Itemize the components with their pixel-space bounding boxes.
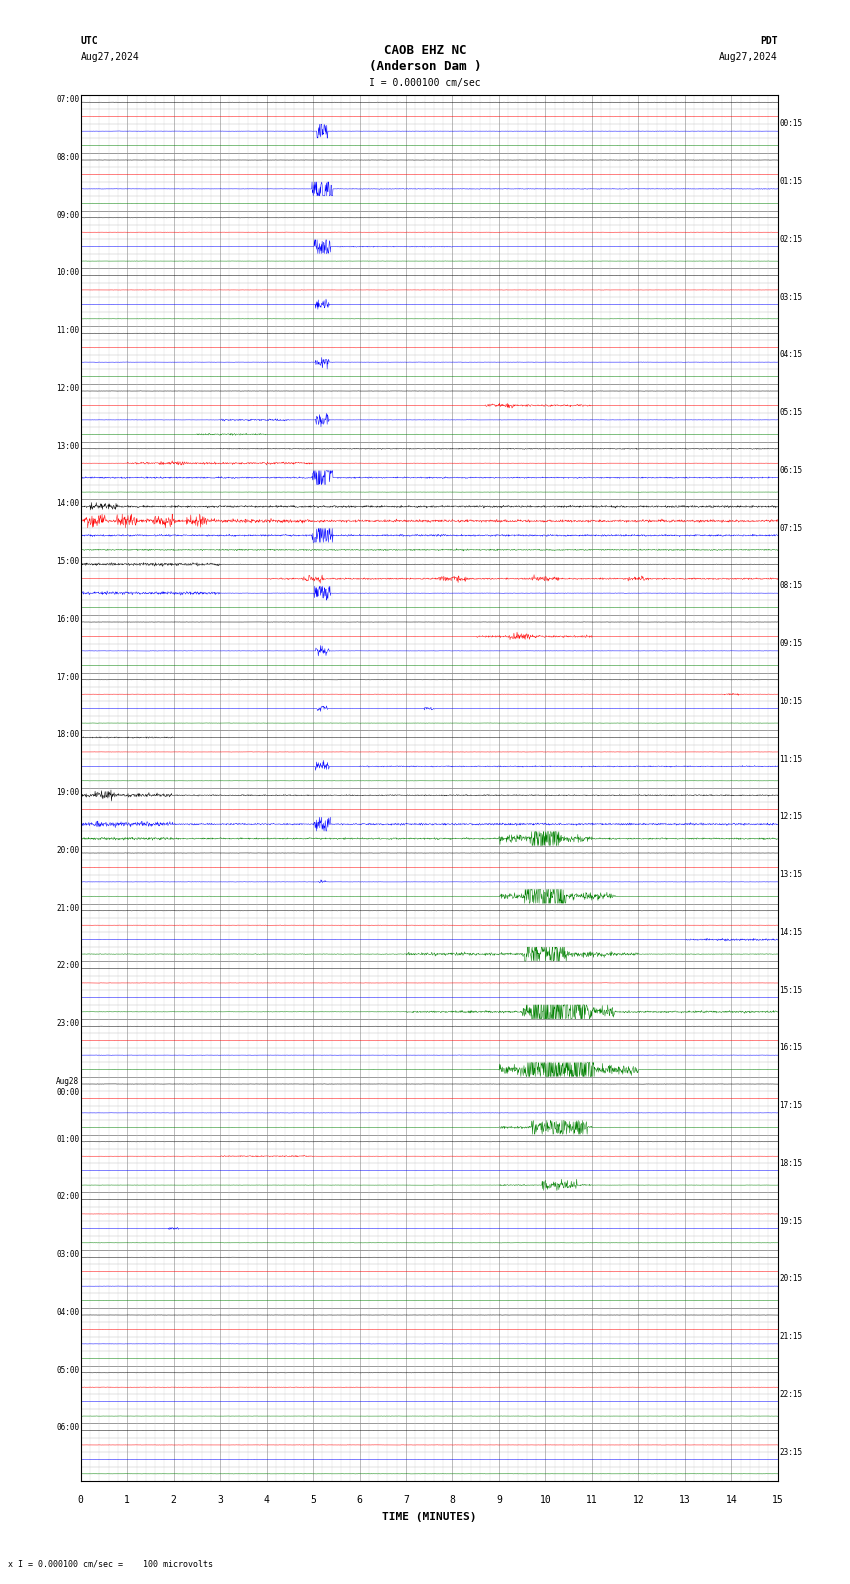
Text: 23:15: 23:15 (779, 1448, 802, 1457)
Text: 20:15: 20:15 (779, 1275, 802, 1283)
Text: 9: 9 (496, 1495, 502, 1505)
Text: PDT: PDT (760, 36, 778, 46)
Text: 4: 4 (264, 1495, 269, 1505)
Text: 01:15: 01:15 (779, 177, 802, 187)
Text: 05:00: 05:00 (56, 1365, 79, 1375)
Text: 08:15: 08:15 (779, 581, 802, 591)
Text: 22:15: 22:15 (779, 1389, 802, 1399)
Text: 17:00: 17:00 (56, 673, 79, 681)
Text: 03:15: 03:15 (779, 293, 802, 301)
Text: 04:00: 04:00 (56, 1308, 79, 1316)
Text: 07:15: 07:15 (779, 524, 802, 532)
Text: 14:00: 14:00 (56, 499, 79, 508)
Text: 07:00: 07:00 (56, 95, 79, 105)
Text: 14:15: 14:15 (779, 928, 802, 936)
Text: 09:00: 09:00 (56, 211, 79, 220)
Text: 02:15: 02:15 (779, 234, 802, 244)
Text: 08:00: 08:00 (56, 152, 79, 162)
Text: 00:15: 00:15 (779, 119, 802, 128)
Text: (Anderson Dam ): (Anderson Dam ) (369, 60, 481, 73)
Text: 12:00: 12:00 (56, 383, 79, 393)
Text: 23:00: 23:00 (56, 1019, 79, 1028)
Text: 16:00: 16:00 (56, 615, 79, 624)
Text: 15:15: 15:15 (779, 985, 802, 995)
Text: 06:15: 06:15 (779, 466, 802, 475)
Text: CAOB EHZ NC: CAOB EHZ NC (383, 44, 467, 57)
Text: 6: 6 (357, 1495, 362, 1505)
Text: Aug28: Aug28 (56, 1077, 79, 1085)
Text: 00:00: 00:00 (56, 1088, 79, 1096)
Text: 12:15: 12:15 (779, 813, 802, 822)
Text: 19:00: 19:00 (56, 789, 79, 797)
Text: 02:00: 02:00 (56, 1193, 79, 1201)
Text: 06:00: 06:00 (56, 1424, 79, 1432)
Text: I = 0.000100 cm/sec: I = 0.000100 cm/sec (369, 78, 481, 87)
Text: 11:00: 11:00 (56, 326, 79, 336)
Text: 17:15: 17:15 (779, 1101, 802, 1110)
Text: 13:15: 13:15 (779, 870, 802, 879)
Text: 22:00: 22:00 (56, 961, 79, 971)
Text: 01:00: 01:00 (56, 1134, 79, 1144)
Text: 10: 10 (540, 1495, 552, 1505)
Text: 13:00: 13:00 (56, 442, 79, 450)
Text: 1: 1 (124, 1495, 130, 1505)
Text: 18:15: 18:15 (779, 1159, 802, 1167)
Text: 15: 15 (772, 1495, 784, 1505)
Text: 20:00: 20:00 (56, 846, 79, 855)
Text: 19:15: 19:15 (779, 1217, 802, 1226)
Text: 14: 14 (725, 1495, 737, 1505)
Text: 8: 8 (450, 1495, 456, 1505)
Text: Aug27,2024: Aug27,2024 (81, 52, 139, 62)
Text: 04:15: 04:15 (779, 350, 802, 360)
Text: 09:15: 09:15 (779, 640, 802, 648)
Text: 10:00: 10:00 (56, 268, 79, 277)
Text: 11: 11 (586, 1495, 598, 1505)
Text: TIME (MINUTES): TIME (MINUTES) (382, 1511, 477, 1522)
Text: 03:00: 03:00 (56, 1250, 79, 1259)
Text: 7: 7 (403, 1495, 409, 1505)
Text: 13: 13 (679, 1495, 691, 1505)
Text: 12: 12 (632, 1495, 644, 1505)
Text: 11:15: 11:15 (779, 754, 802, 763)
Text: 10:15: 10:15 (779, 697, 802, 706)
Text: 3: 3 (218, 1495, 223, 1505)
Text: 15:00: 15:00 (56, 558, 79, 565)
Text: UTC: UTC (81, 36, 99, 46)
Text: Aug27,2024: Aug27,2024 (719, 52, 778, 62)
Text: 0: 0 (78, 1495, 83, 1505)
Text: 21:00: 21:00 (56, 903, 79, 912)
Text: 16:15: 16:15 (779, 1044, 802, 1052)
Text: 18:00: 18:00 (56, 730, 79, 740)
Text: 05:15: 05:15 (779, 409, 802, 417)
Text: 21:15: 21:15 (779, 1332, 802, 1342)
Text: 2: 2 (171, 1495, 177, 1505)
Text: 5: 5 (310, 1495, 316, 1505)
Text: x I = 0.000100 cm/sec =    100 microvolts: x I = 0.000100 cm/sec = 100 microvolts (8, 1559, 213, 1568)
